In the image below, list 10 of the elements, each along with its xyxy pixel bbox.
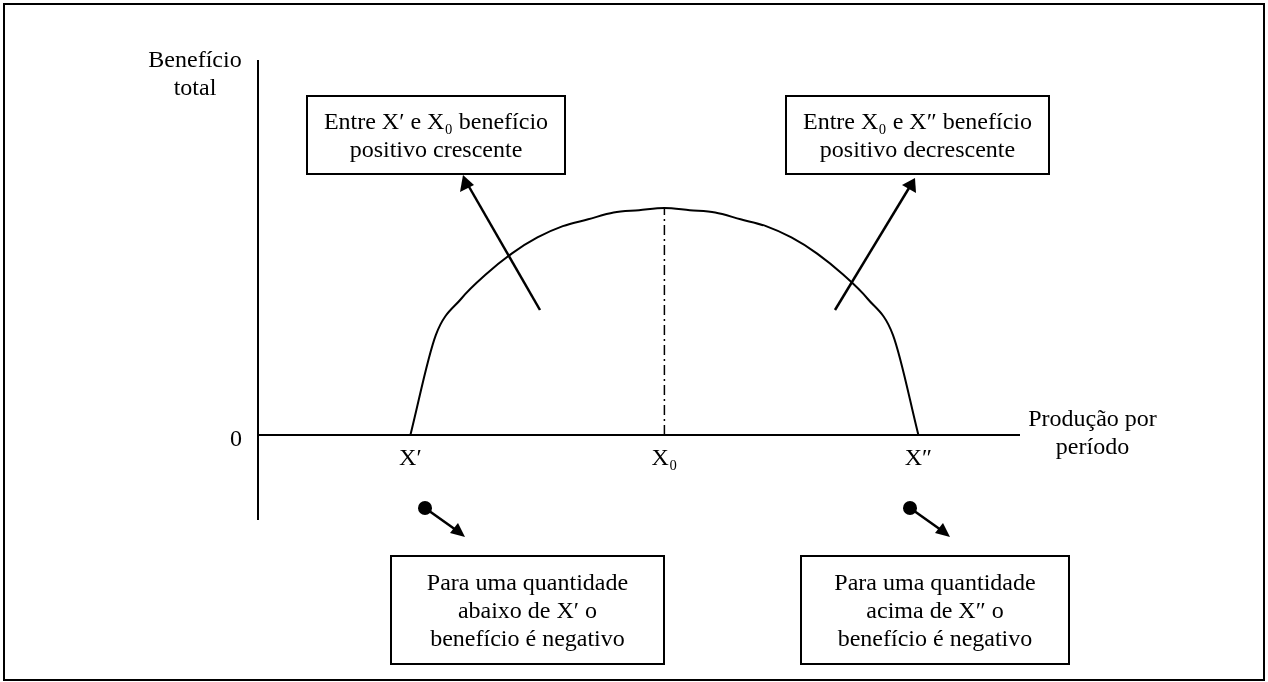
text: 0	[230, 424, 242, 452]
x-tick-label: X″	[904, 444, 933, 471]
text: Para uma quantidade acima de X″ o benefício é negativo	[833, 568, 1037, 652]
y-axis-title: Benefício total	[147, 45, 243, 101]
x-axis-title: Produção por período	[1027, 404, 1158, 460]
text: Entre X₀ e X″ benefício positivo decrescente	[802, 107, 1033, 163]
text: Entre X′ e X₀ benefício positivo crescente	[322, 107, 550, 163]
text: Para uma quantidade abaixo de X′ o benefício é negativo	[425, 568, 630, 652]
x-tick-label: X′	[399, 444, 422, 471]
x-tick-label: X₀	[651, 444, 678, 471]
